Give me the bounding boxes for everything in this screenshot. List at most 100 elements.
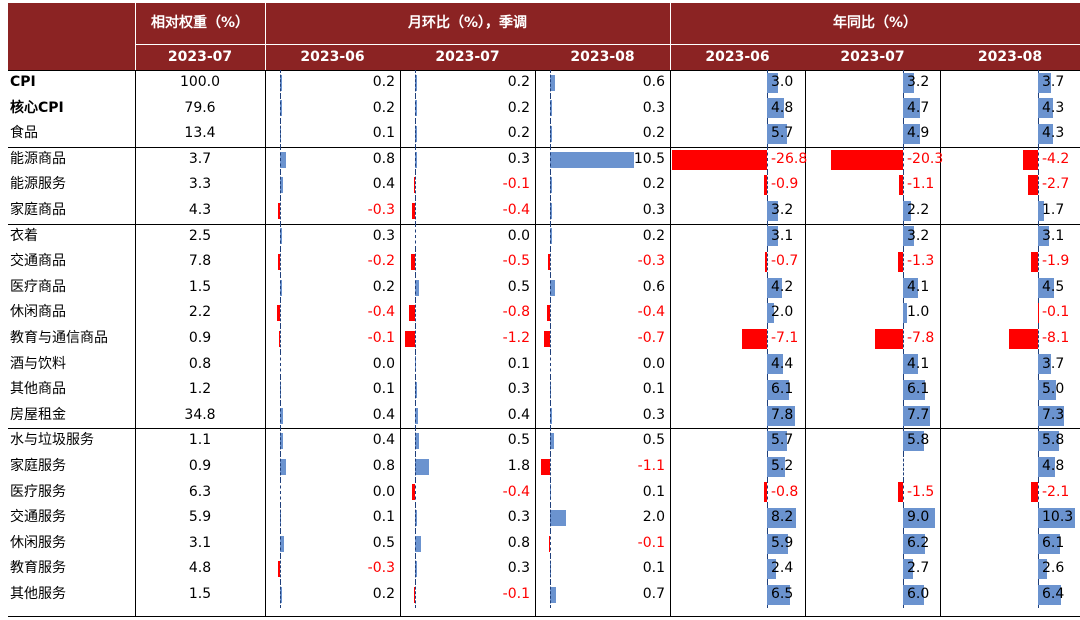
mom-value: -0.3: [367, 560, 395, 577]
mom-bar: [415, 279, 419, 296]
mom-value: 0.3: [642, 99, 665, 116]
row-label: 休闲服务: [10, 534, 66, 551]
yoy-value: -1.5: [907, 483, 935, 500]
mom-axis: [550, 300, 551, 326]
yoy-value: 7.7: [907, 406, 930, 423]
mom-value: 0.8: [507, 534, 530, 551]
column-divider: [265, 70, 266, 616]
mom-axis: [550, 377, 551, 403]
weight-cell: 3.7: [188, 150, 212, 167]
yoy-value: 3.2: [771, 202, 794, 218]
yoy-value: 5.7: [771, 432, 794, 449]
yoy-bar: [767, 200, 779, 221]
mom-axis: [415, 479, 416, 506]
mom-axis: [280, 377, 281, 403]
yoy-bar: [899, 175, 903, 196]
mom-axis: [280, 95, 281, 122]
mom-bar: [415, 407, 419, 424]
mom-bar: [415, 382, 418, 398]
yoy-value: 5.2: [771, 458, 794, 474]
mom-value: -0.4: [502, 483, 530, 500]
yoy-bar: [903, 72, 915, 93]
mom-axis: [415, 172, 416, 198]
mom-value: 0.5: [507, 278, 530, 295]
yoy-period-3: 2023-08: [977, 49, 1043, 65]
mom-bar: [277, 561, 280, 578]
mom-bar: [277, 202, 280, 219]
mom-value: 0.1: [642, 483, 665, 500]
yoy-value: 6.5: [771, 586, 794, 602]
yoy-value: 4.8: [771, 99, 794, 116]
yoy-bar: [767, 354, 783, 375]
mom-axis: [550, 582, 551, 608]
mom-axis: [550, 402, 551, 429]
table-header: [8, 3, 1080, 70]
mom-axis: [415, 428, 416, 454]
row-label: 教育与通信商品: [10, 330, 108, 346]
weight-cell: 6.3: [188, 483, 212, 500]
row-label: 水与垃圾服务: [10, 432, 94, 449]
mom-axis: [415, 326, 416, 352]
mom-value: 0.1: [372, 125, 395, 142]
yoy-bar: [898, 252, 903, 272]
mom-value: 0.3: [507, 509, 530, 526]
yoy-value: 6.2: [907, 534, 930, 551]
row-label: 食品: [10, 125, 38, 142]
mom-bar: [411, 484, 415, 501]
mom-value: 0.1: [372, 509, 395, 526]
yoy-bar: [767, 277, 782, 298]
yoy-bar: [767, 405, 795, 426]
mom-value: 0.4: [372, 176, 395, 193]
weight-cell: 4.8: [188, 560, 212, 577]
yoy-bar: [1038, 277, 1054, 298]
row-label: 核心CPI: [10, 99, 64, 116]
yoy-bar: [1038, 533, 1060, 554]
mom-bar: [280, 407, 284, 424]
yoy-bar: [767, 303, 775, 324]
weight-cell: 0.9: [188, 330, 212, 346]
mom-axis: [550, 505, 551, 531]
yoy-value: 6.1: [771, 381, 794, 398]
mom-value: 0.5: [642, 432, 665, 449]
yoy-bar: [763, 175, 767, 196]
yoy-value: -26.8: [771, 150, 808, 167]
mom-value: 0.5: [507, 432, 530, 449]
mom-period-1: 2023-06: [300, 49, 365, 65]
mom-axis: [550, 198, 551, 224]
yoy-axis: [767, 326, 768, 352]
mom-axis: [415, 198, 416, 224]
table-top-line: [8, 70, 1080, 71]
group-divider: [8, 146, 1080, 148]
weight-cell: 13.4: [184, 125, 216, 142]
mom-value: 0.0: [372, 355, 395, 372]
mom-bar: [415, 458, 430, 475]
yoy-value: 3.0: [771, 74, 794, 90]
mom-bar: [276, 305, 280, 322]
yoy-bar: [767, 98, 785, 119]
mom-axis: [415, 377, 416, 403]
row-label: 酒与饮料: [10, 355, 66, 372]
yoy-value: 6.0: [907, 586, 930, 602]
column-divider: [135, 70, 136, 616]
mom-axis: [415, 121, 416, 147]
mom-value: 0.3: [507, 150, 530, 167]
mom-value: -0.1: [502, 586, 530, 602]
mom-value: 0.2: [642, 176, 665, 193]
mom-value: 10.5: [633, 150, 665, 167]
yoy-value: 6.4: [1042, 586, 1065, 602]
yoy-bar: [767, 226, 778, 247]
yoy-value: -1.3: [907, 253, 935, 270]
yoy-axis: [903, 146, 904, 173]
weight-cell: 0.9: [188, 458, 212, 474]
mom-bar: [280, 458, 287, 475]
mom-value: 0.4: [372, 432, 395, 449]
yoy-bar: [1038, 98, 1054, 119]
weight-title: 相对权重（%）: [150, 15, 250, 31]
yoy-axis: [1038, 479, 1039, 506]
row-label: 医疗商品: [10, 278, 66, 295]
column-divider: [940, 70, 941, 616]
mom-value: 0.4: [372, 406, 395, 423]
mom-bar: [550, 510, 566, 526]
mom-axis: [415, 530, 416, 557]
